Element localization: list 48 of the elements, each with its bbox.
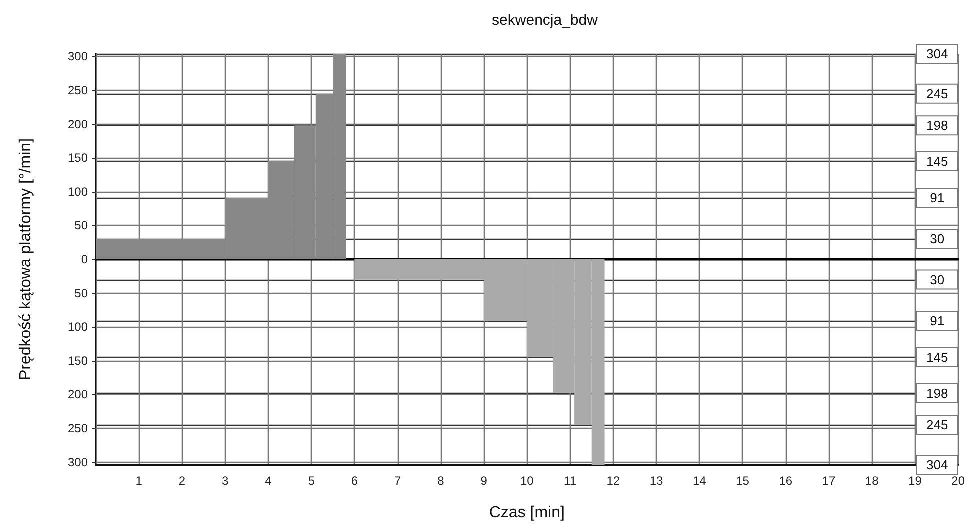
y-tick-label: 250 bbox=[68, 84, 88, 98]
y-tick-label: 150 bbox=[68, 151, 88, 166]
x-tick-label: 9 bbox=[480, 474, 488, 488]
x-tick-label: 15 bbox=[736, 474, 750, 488]
y2-tick-label: 145 bbox=[926, 350, 948, 366]
y-axis-title: Prędkość kątowa platformy [°/min] bbox=[18, 138, 34, 381]
y-tick-label: 100 bbox=[68, 184, 88, 199]
y2-tick-label: 198 bbox=[926, 118, 948, 134]
x-tick-label: 20 bbox=[952, 474, 966, 488]
x-tick-label: 1 bbox=[136, 474, 143, 488]
x-tick-label: 18 bbox=[865, 474, 880, 488]
x-tick-label: 12 bbox=[606, 474, 620, 488]
y2-tick-label: 30 bbox=[930, 272, 945, 288]
y2-tick-label: 245 bbox=[926, 418, 948, 433]
y-tick-label: 300 bbox=[68, 50, 88, 64]
x-tick-label: 3 bbox=[222, 474, 230, 488]
x-tick-label: 11 bbox=[564, 474, 577, 488]
y2-tick-label: 91 bbox=[930, 190, 945, 206]
x-tick-label: 2 bbox=[178, 474, 186, 488]
y-tick-label: 100 bbox=[68, 320, 88, 334]
chart-title: sekwencja_bdw bbox=[492, 12, 598, 29]
x-tick-label: 7 bbox=[394, 474, 402, 488]
x-tick-label: 13 bbox=[650, 474, 664, 488]
y2-tick-label: 30 bbox=[930, 232, 945, 247]
x-tick-label: 8 bbox=[438, 474, 445, 488]
y2-tick-label: 304 bbox=[926, 458, 948, 472]
x-tick-label: 5 bbox=[308, 474, 316, 488]
x-tick-label: 10 bbox=[520, 474, 534, 488]
y2-tick-label: 304 bbox=[926, 46, 948, 62]
y-tick-label: 50 bbox=[74, 218, 88, 233]
x-tick-label: 19 bbox=[908, 474, 922, 488]
x-tick-label: 14 bbox=[692, 474, 707, 488]
y-tick-label: 300 bbox=[68, 455, 88, 470]
y-tick-label: 200 bbox=[68, 388, 88, 402]
y2-tick-label: 145 bbox=[926, 154, 948, 169]
x-tick-label: 4 bbox=[265, 474, 272, 488]
y-tick-label: 250 bbox=[68, 421, 88, 436]
y-tick-label: 50 bbox=[74, 286, 88, 300]
y2-tick-label: 245 bbox=[926, 86, 948, 102]
y-tick-label: 200 bbox=[68, 117, 88, 132]
y-tick-label: 150 bbox=[68, 354, 88, 368]
y-tick-label: 0 bbox=[81, 252, 88, 266]
y2-tick-label: 91 bbox=[930, 314, 945, 329]
x-tick-label: 6 bbox=[351, 474, 358, 488]
x-tick-label: 16 bbox=[779, 474, 793, 488]
x-axis-title: Czas [min] bbox=[489, 504, 565, 522]
x-tick-label: 17 bbox=[822, 474, 836, 488]
y2-tick-label: 198 bbox=[926, 386, 948, 401]
